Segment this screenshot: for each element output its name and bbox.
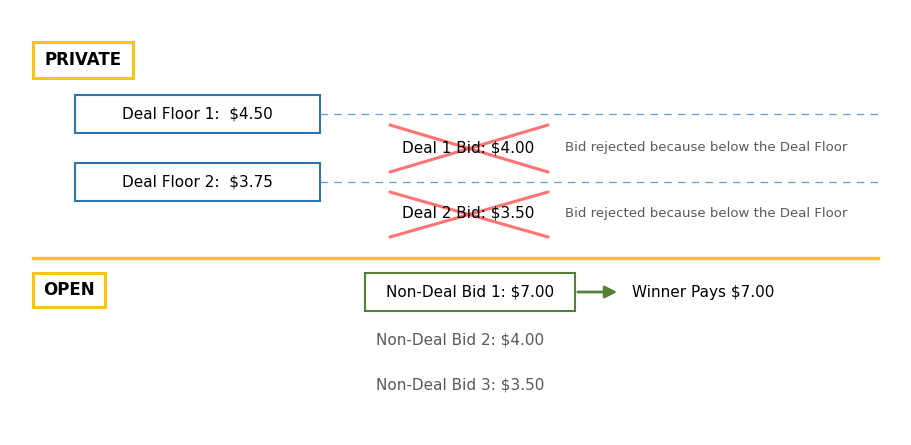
Text: Deal Floor 2:  $3.75: Deal Floor 2: $3.75 xyxy=(122,174,273,190)
FancyBboxPatch shape xyxy=(33,273,105,307)
Text: Bid rejected because below the Deal Floor: Bid rejected because below the Deal Floo… xyxy=(565,206,847,219)
Text: Deal 1 Bid: $4.00: Deal 1 Bid: $4.00 xyxy=(402,141,534,155)
Text: Bid rejected because below the Deal Floor: Bid rejected because below the Deal Floo… xyxy=(565,142,847,154)
FancyBboxPatch shape xyxy=(75,163,320,201)
FancyBboxPatch shape xyxy=(33,42,133,78)
Text: PRIVATE: PRIVATE xyxy=(45,51,121,69)
FancyBboxPatch shape xyxy=(75,95,320,133)
FancyBboxPatch shape xyxy=(365,273,575,311)
Text: Winner Pays $7.00: Winner Pays $7.00 xyxy=(632,284,774,299)
Text: Non-Deal Bid 2: $4.00: Non-Deal Bid 2: $4.00 xyxy=(376,332,544,348)
Text: OPEN: OPEN xyxy=(43,281,95,299)
Text: Deal 2 Bid: $3.50: Deal 2 Bid: $3.50 xyxy=(402,206,534,221)
Text: Non-Deal Bid 3: $3.50: Non-Deal Bid 3: $3.50 xyxy=(376,377,544,392)
Text: Non-Deal Bid 1: $7.00: Non-Deal Bid 1: $7.00 xyxy=(386,284,554,299)
Text: Deal Floor 1:  $4.50: Deal Floor 1: $4.50 xyxy=(122,106,273,121)
